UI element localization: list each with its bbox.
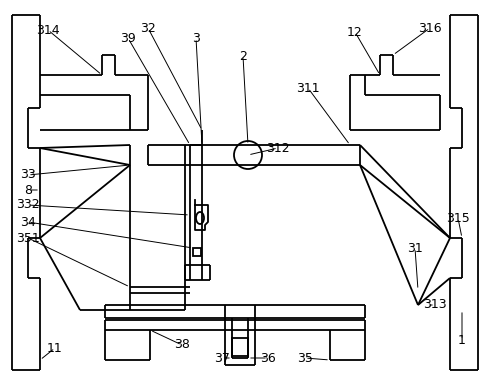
Text: 314: 314 <box>36 23 60 36</box>
Text: 34: 34 <box>20 215 36 228</box>
Text: 37: 37 <box>214 351 230 364</box>
Text: 2: 2 <box>239 50 247 63</box>
Text: 316: 316 <box>418 22 442 35</box>
Text: 12: 12 <box>347 25 363 38</box>
Text: 39: 39 <box>120 31 136 45</box>
Bar <box>232 338 248 356</box>
Text: 1: 1 <box>458 333 466 346</box>
Bar <box>193 248 201 256</box>
Text: 31: 31 <box>407 242 423 255</box>
Text: 38: 38 <box>174 339 190 351</box>
Text: 312: 312 <box>266 141 290 154</box>
Text: 32: 32 <box>140 22 156 35</box>
Text: 35: 35 <box>297 351 313 364</box>
Text: 311: 311 <box>296 81 320 94</box>
Text: 11: 11 <box>47 341 63 354</box>
Text: 332: 332 <box>16 199 40 212</box>
Text: 33: 33 <box>20 169 36 182</box>
Text: 351: 351 <box>16 232 40 245</box>
Text: 8: 8 <box>24 184 32 197</box>
Text: 315: 315 <box>446 212 470 225</box>
Text: 313: 313 <box>423 298 447 311</box>
Text: 3: 3 <box>192 31 200 45</box>
Text: 36: 36 <box>260 351 276 364</box>
